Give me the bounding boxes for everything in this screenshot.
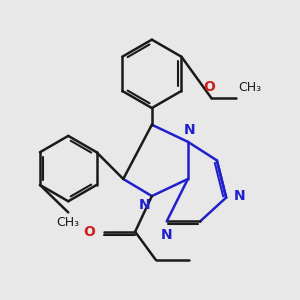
Text: N: N — [184, 123, 196, 137]
Text: CH₃: CH₃ — [57, 216, 80, 229]
Text: N: N — [161, 228, 172, 242]
Text: O: O — [83, 225, 95, 239]
Text: N: N — [234, 189, 245, 203]
Text: O: O — [203, 80, 215, 94]
Text: CH₃: CH₃ — [238, 80, 261, 94]
Text: N: N — [138, 198, 150, 212]
